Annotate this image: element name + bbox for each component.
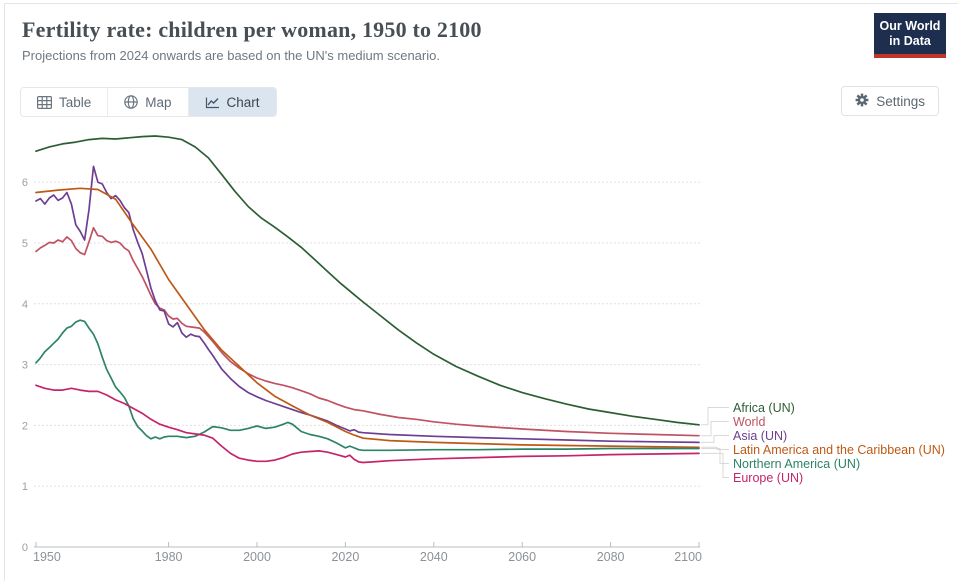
series-line-europe-un[interactable] — [35, 384, 700, 464]
legend-label-africa-un[interactable]: Africa (UN) — [733, 401, 795, 415]
x-axis-label: 2100 — [674, 550, 702, 564]
tab-map-label: Map — [145, 94, 172, 110]
tab-table[interactable]: Table — [21, 88, 108, 116]
x-axis-label: 2080 — [597, 550, 625, 564]
series-line-world[interactable] — [35, 226, 700, 437]
series-line-latin-america-and-the-caribbean-un[interactable] — [35, 187, 700, 449]
legend-leader-line — [701, 407, 729, 426]
y-axis-label: 5 — [22, 238, 28, 250]
owid-logo-line2: in Data — [889, 34, 931, 48]
line-chart-icon — [205, 96, 220, 109]
tab-map[interactable]: Map — [107, 88, 188, 116]
y-axis-label: 3 — [22, 360, 28, 372]
legend-label-asia-un[interactable]: Asia (UN) — [733, 429, 787, 443]
x-axis-label: 2020 — [331, 550, 359, 564]
legend-leader-line — [701, 448, 729, 464]
y-axis-label: 2 — [22, 420, 28, 432]
series-line-africa-un[interactable] — [35, 135, 700, 426]
x-axis-label: 2000 — [243, 550, 271, 564]
gear-icon — [855, 93, 869, 110]
y-axis-label: 4 — [22, 299, 28, 311]
series-line-asia-un[interactable] — [35, 165, 700, 444]
view-tabbar: Table Map Chart — [20, 87, 277, 117]
x-axis-label: 2060 — [508, 550, 536, 564]
tab-chart-label: Chart — [226, 94, 260, 110]
x-axis-label: 1950 — [33, 550, 61, 564]
settings-button-label: Settings — [876, 93, 925, 109]
legend-leader-line — [701, 435, 729, 443]
legend-label-latin-america-and-the-caribbean-un[interactable]: Latin America and the Caribbean (UN) — [733, 443, 945, 457]
legend-leader-line — [701, 421, 729, 437]
owid-logo-line1: Our World — [879, 19, 941, 33]
y-axis-label: 0 — [22, 542, 28, 554]
tab-table-label: Table — [59, 94, 92, 110]
chart-subtitle: Projections from 2024 onwards are based … — [22, 48, 440, 63]
table-icon — [37, 95, 52, 109]
globe-icon — [124, 95, 139, 109]
y-axis-label: 6 — [22, 177, 28, 189]
x-axis-label: 1980 — [155, 550, 183, 564]
frame-border-left — [4, 3, 5, 581]
frame-border-top — [4, 3, 958, 4]
chart-title: Fertility rate: children per woman, 1950… — [22, 17, 482, 42]
x-axis-label: 2040 — [420, 550, 448, 564]
settings-button[interactable]: Settings — [841, 86, 939, 116]
legend-leader-line — [701, 452, 729, 478]
chart-header: Fertility rate: children per woman, 1950… — [22, 17, 482, 63]
legend-label-world[interactable]: World — [733, 415, 765, 429]
legend-label-europe-un[interactable]: Europe (UN) — [733, 471, 803, 485]
y-axis-label: 1 — [22, 481, 28, 493]
tab-chart[interactable]: Chart — [187, 88, 276, 116]
series-line-northern-america-un[interactable] — [35, 319, 700, 452]
legend-label-northern-america-un[interactable]: Northern America (UN) — [733, 457, 860, 471]
owid-logo[interactable]: Our World in Data — [874, 13, 946, 58]
